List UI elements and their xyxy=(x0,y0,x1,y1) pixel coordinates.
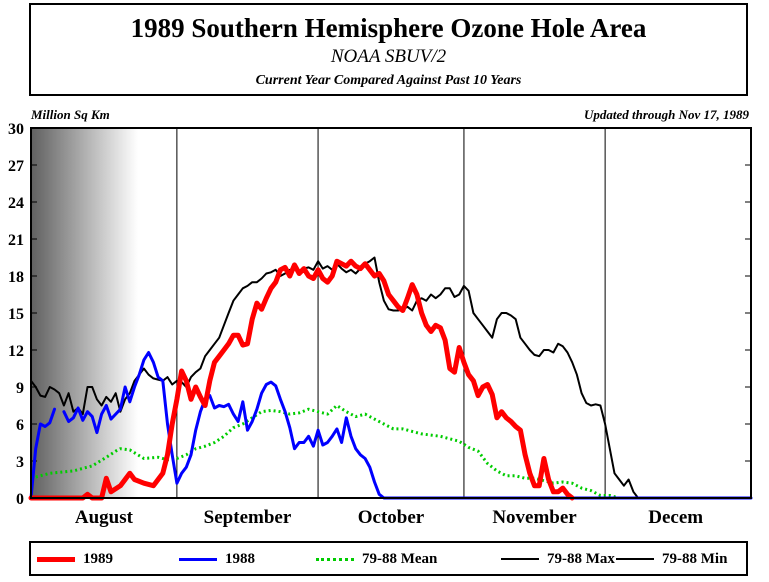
legend: 1989 1988 79-88 Mean 79-88 Max 79-88 Min xyxy=(29,541,748,576)
series-lines xyxy=(28,256,753,501)
legend-item: 1989 xyxy=(37,549,113,569)
plot-frame xyxy=(30,127,752,499)
legend-swatch xyxy=(616,558,654,560)
y-tick-label: 6 xyxy=(16,417,24,434)
series-line-79-88-mean xyxy=(30,404,751,500)
series-line-1988 xyxy=(29,407,56,500)
legend-swatch xyxy=(179,557,217,561)
legend-label: 79-88 Mean xyxy=(362,550,438,567)
y-tick-label: 15 xyxy=(8,306,24,323)
y-tick-label: 18 xyxy=(8,269,24,286)
chart-caption: Current Year Compared Against Past 10 Ye… xyxy=(255,73,522,88)
y-tick-label: 9 xyxy=(16,380,24,397)
y-tick-label: 27 xyxy=(8,158,24,175)
y-tick-label: 30 xyxy=(8,121,24,138)
y-tick-label: 3 xyxy=(16,454,24,471)
y-axis-label: Million Sq Km xyxy=(31,107,110,122)
x-tick-label: Decem xyxy=(648,507,703,528)
chart-subtitle: NOAA SBUV/2 xyxy=(330,46,447,67)
legend-item: 79-88 Min xyxy=(616,549,727,569)
chart-title: 1989 Southern Hemisphere Ozone Hole Area xyxy=(130,13,647,43)
legend-label: 1988 xyxy=(225,550,255,567)
series-line-1989 xyxy=(28,258,575,501)
legend-item: 79-88 Max xyxy=(501,549,615,569)
x-tick-label: August xyxy=(75,507,134,528)
chart-area: 0 3 6 9 12 15 18 21 24 27 30 August September Octobe… xyxy=(8,121,753,528)
x-tick-label: October xyxy=(358,507,425,528)
legend-item: 1988 xyxy=(179,549,255,569)
legend-label: 79-88 Max xyxy=(547,550,615,567)
legend-swatch xyxy=(501,558,539,560)
data-gap-shading xyxy=(31,128,138,498)
month-gridlines xyxy=(176,128,606,498)
title-box: 1989 Southern Hemisphere Ozone Hole Area… xyxy=(29,3,748,96)
legend-item: 79-88 Mean xyxy=(316,549,437,569)
y-tick-label: 21 xyxy=(8,232,24,249)
legend-label: 1989 xyxy=(83,550,113,567)
y-tick-label: 0 xyxy=(16,491,24,508)
y-tick-label: 24 xyxy=(8,195,24,212)
x-tick-label: September xyxy=(204,507,292,528)
x-axis: August September October November Decem xyxy=(75,507,703,528)
x-tick-label: November xyxy=(492,507,577,528)
updated-label: Updated through Nov 17, 1989 xyxy=(583,107,749,122)
legend-label: 79-88 Min xyxy=(662,550,728,567)
legend-swatch xyxy=(37,556,75,562)
y-tick-label: 12 xyxy=(8,343,24,360)
legend-swatch xyxy=(316,557,354,561)
series-line-1988 xyxy=(62,351,753,500)
